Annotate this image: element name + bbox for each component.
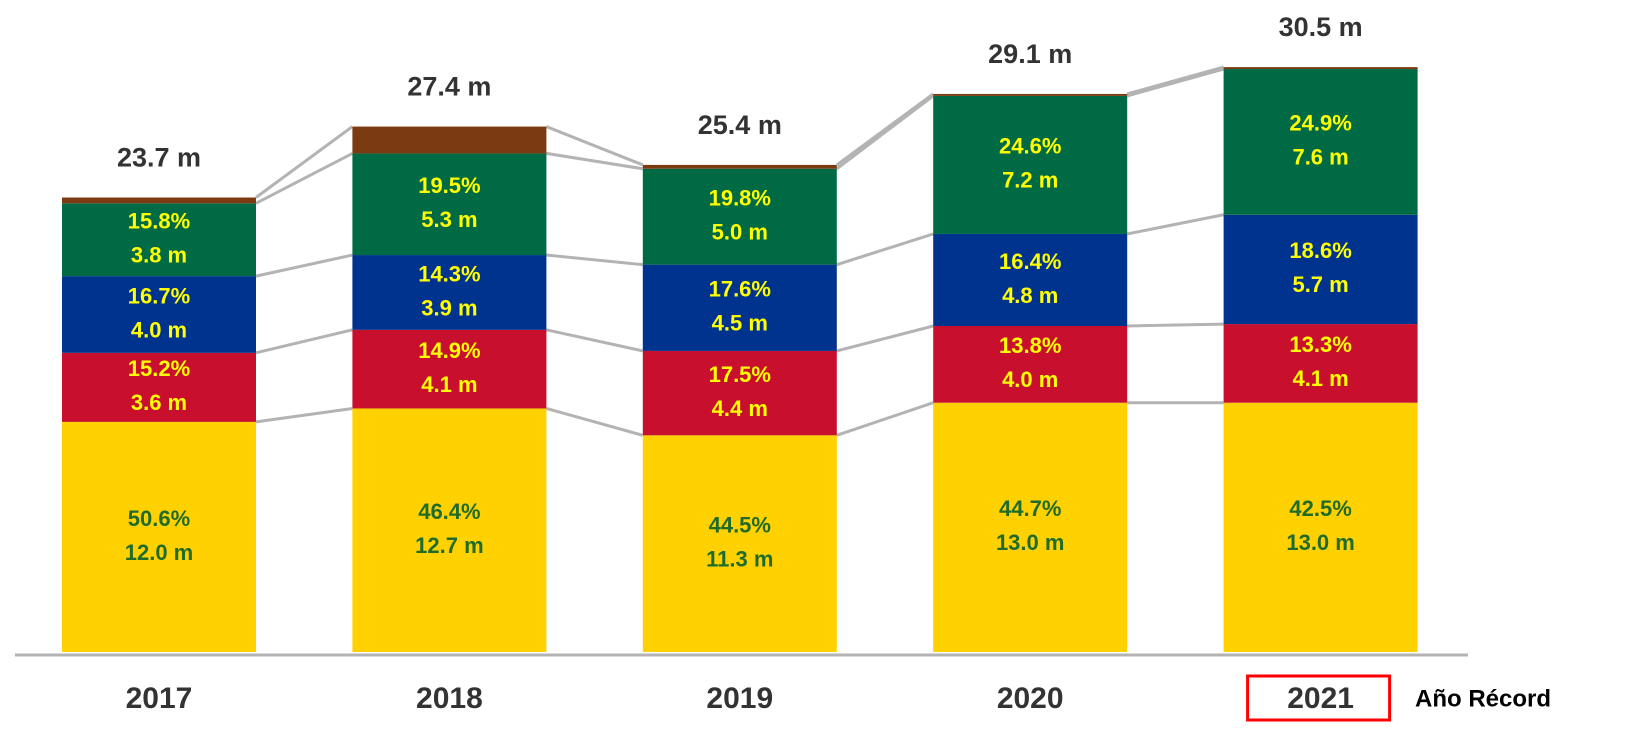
percent-label: 16.4% <box>999 249 1061 274</box>
connector <box>545 407 644 437</box>
value-label: 4.0 m <box>131 317 187 342</box>
connector <box>545 125 644 167</box>
value-label: 4.1 m <box>421 372 477 397</box>
total-label: 30.5 m <box>1279 12 1363 42</box>
connector <box>255 253 353 278</box>
bar-segment <box>352 329 547 409</box>
bar-segment <box>352 126 547 154</box>
value-label: 3.9 m <box>421 295 477 320</box>
bar-segment <box>62 421 256 652</box>
value-label: 12.7 m <box>415 533 484 558</box>
bar-segment <box>933 95 1128 234</box>
bar-segment <box>1223 402 1418 652</box>
percent-label: 18.6% <box>1289 238 1351 263</box>
bar-segment <box>642 264 837 351</box>
percent-label: 50.6% <box>128 506 190 531</box>
percent-label: 44.5% <box>709 512 771 537</box>
bar-segment <box>642 350 837 436</box>
bar-segment <box>62 276 256 353</box>
bar-segment <box>62 203 256 277</box>
value-label: 7.6 m <box>1292 145 1348 170</box>
value-label: 7.2 m <box>1002 168 1058 193</box>
value-label: 11.3 m <box>706 546 773 571</box>
bar-segment <box>933 233 1128 326</box>
percent-label: 19.5% <box>418 173 480 198</box>
value-label: 5.0 m <box>712 220 768 245</box>
value-label: 4.1 m <box>1292 366 1348 391</box>
x-tick-label: 2020 <box>997 682 1064 715</box>
total-label: 23.7 m <box>117 143 201 173</box>
connector <box>255 328 353 355</box>
bar-segment <box>642 164 837 169</box>
connector <box>546 151 644 171</box>
percent-label: 14.9% <box>418 338 480 363</box>
value-label: 3.6 m <box>131 390 187 415</box>
connector <box>835 94 935 170</box>
bar-segment <box>1223 69 1418 215</box>
connector <box>255 125 354 199</box>
bar-segment <box>933 402 1128 652</box>
annotation: Año Récord <box>1415 685 1551 712</box>
percent-label: 13.8% <box>999 333 1061 358</box>
percent-label: 15.8% <box>128 209 190 234</box>
bar-segment <box>62 352 256 422</box>
connector <box>546 328 644 353</box>
bar-segment <box>933 326 1128 403</box>
highlight-box <box>1246 674 1392 722</box>
bar-segment <box>1223 214 1418 325</box>
connector <box>1126 213 1224 236</box>
percent-label: 13.3% <box>1289 332 1351 357</box>
percent-label: 24.9% <box>1289 111 1351 136</box>
connector <box>255 406 353 424</box>
value-label: 4.4 m <box>712 396 768 421</box>
connector <box>1127 322 1224 328</box>
value-label: 5.7 m <box>1292 272 1348 297</box>
x-tick-label: 2019 <box>706 682 773 715</box>
connector <box>1126 65 1225 96</box>
bar-segment <box>352 255 547 330</box>
total-label: 25.4 m <box>698 110 782 140</box>
percent-label: 15.2% <box>128 356 190 381</box>
value-label: 4.5 m <box>712 311 768 336</box>
total-label: 27.4 m <box>407 72 491 102</box>
percent-label: 16.7% <box>128 283 190 308</box>
percent-label: 17.5% <box>709 362 771 387</box>
bar-segment <box>352 408 547 652</box>
bar-segment <box>1223 324 1418 403</box>
value-label: 3.8 m <box>131 243 187 268</box>
bar-segment <box>352 153 547 256</box>
x-tick-label: 2021 <box>1287 682 1354 715</box>
percent-label: 44.7% <box>999 496 1061 521</box>
connector <box>836 401 934 437</box>
bar-segment <box>642 435 837 652</box>
percent-label: 24.6% <box>999 134 1061 159</box>
connector <box>835 92 935 167</box>
percent-label: 14.3% <box>418 261 480 286</box>
value-label: 13.0 m <box>996 530 1065 555</box>
percent-label: 19.8% <box>709 186 771 211</box>
bar-segment <box>933 93 1128 96</box>
percent-label: 46.4% <box>418 499 480 524</box>
value-label: 5.3 m <box>421 207 477 232</box>
x-tick-label: 2018 <box>416 682 483 715</box>
bar-segment <box>642 168 837 265</box>
bar-segment <box>1223 67 1418 70</box>
connector <box>836 324 934 353</box>
value-label: 13.0 m <box>1286 530 1355 555</box>
x-tick-label: 2017 <box>126 682 193 715</box>
value-label: 4.8 m <box>1002 283 1058 308</box>
connector <box>1126 67 1225 98</box>
total-label: 29.1 m <box>988 39 1072 69</box>
connector <box>255 152 354 205</box>
percent-label: 42.5% <box>1289 496 1351 521</box>
percent-label: 17.6% <box>709 277 771 302</box>
connector <box>836 232 934 267</box>
value-label: 4.0 m <box>1002 367 1058 392</box>
value-label: 12.0 m <box>125 540 194 565</box>
bar-segment <box>62 197 256 204</box>
connector <box>546 253 643 267</box>
